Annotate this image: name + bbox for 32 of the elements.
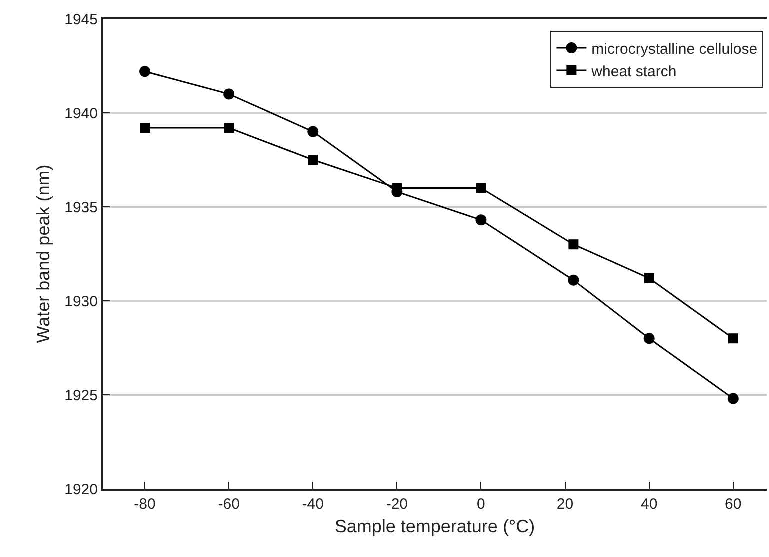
y-tick-label: 1920 — [64, 481, 98, 498]
point — [140, 66, 151, 78]
point — [140, 123, 150, 134]
x-tick-label: 40 — [640, 496, 658, 513]
point — [224, 88, 235, 100]
point — [224, 123, 234, 134]
y-tick-label: 1935 — [64, 199, 98, 216]
point — [644, 333, 655, 344]
x-tick-label: -60 — [218, 496, 240, 513]
x-tick-label: -80 — [134, 496, 156, 513]
x-tick-label: 0 — [477, 496, 486, 513]
legend-label: wheat starch — [590, 63, 677, 80]
x-tick-label: 20 — [556, 496, 574, 513]
point — [476, 214, 487, 226]
point — [644, 273, 654, 284]
point — [728, 393, 739, 404]
point — [476, 183, 486, 194]
point — [308, 155, 318, 165]
point — [308, 126, 319, 138]
x-axis-title: Sample temperature (°C) — [334, 516, 536, 537]
point — [728, 334, 738, 344]
x-tick-label: -40 — [302, 496, 324, 513]
x-tick-label: -20 — [386, 496, 408, 513]
point — [568, 274, 580, 286]
x-tick-label: 60 — [725, 496, 742, 513]
y-tick-label: 1945 — [64, 11, 98, 28]
y-tick-label: 1925 — [64, 387, 98, 404]
point — [568, 240, 579, 250]
y-tick-label: 1940 — [64, 105, 98, 122]
y-tick-label: 1930 — [64, 293, 98, 310]
legend-label: microcrystalline cellulose — [592, 40, 758, 58]
y-axis-title: Water band peak (nm) — [33, 164, 54, 344]
